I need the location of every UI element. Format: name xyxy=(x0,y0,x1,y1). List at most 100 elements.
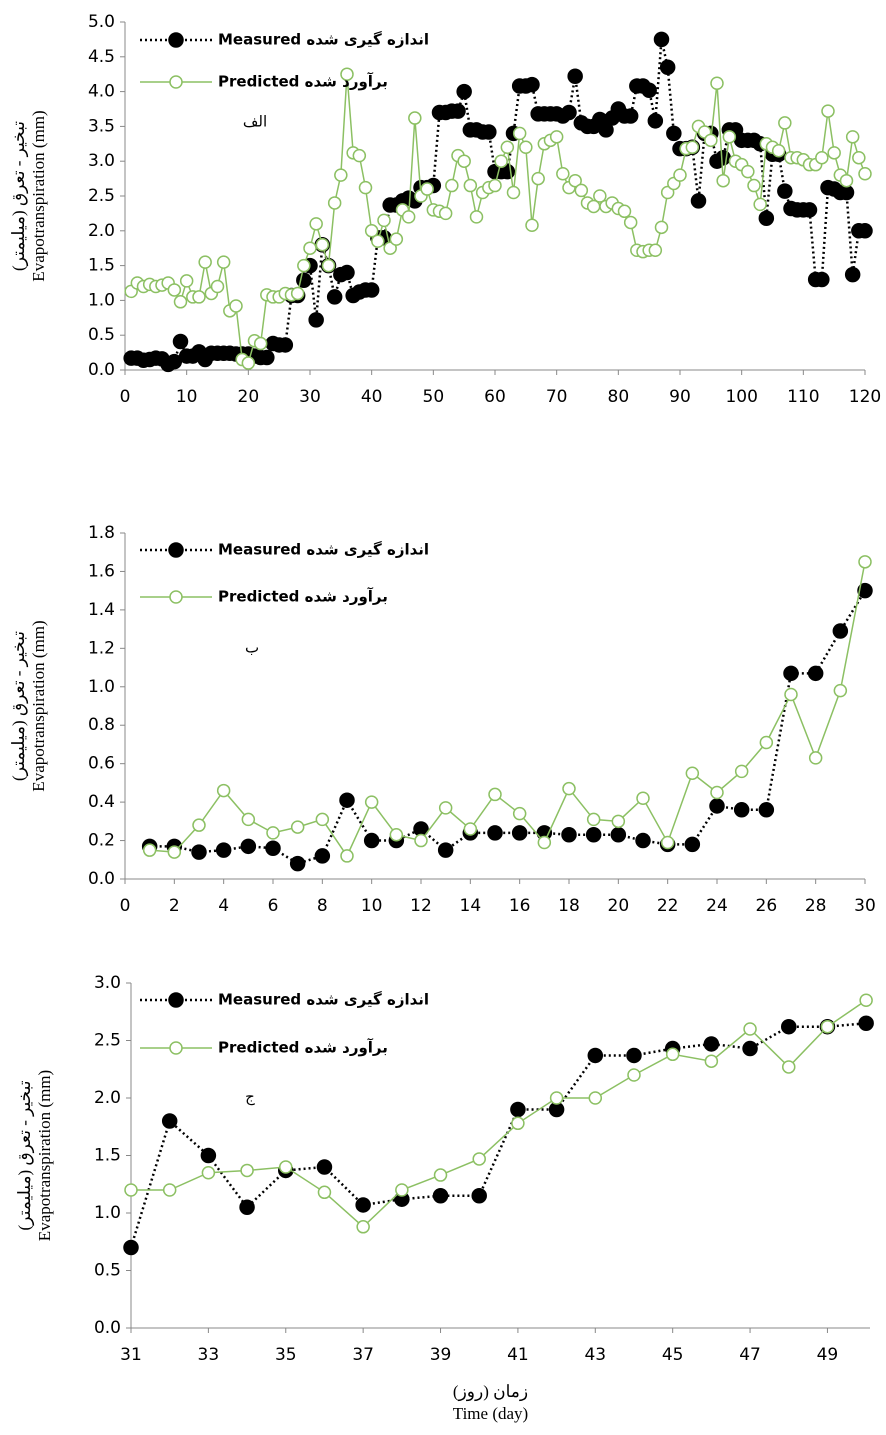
data-point xyxy=(432,1188,449,1204)
data-point xyxy=(781,1060,796,1074)
data-point xyxy=(844,266,861,283)
data-point xyxy=(339,264,355,281)
data-point xyxy=(715,149,731,166)
data-point xyxy=(239,1199,255,1215)
data-point xyxy=(839,173,854,188)
data-point xyxy=(561,827,577,843)
data-point xyxy=(364,224,379,238)
data-point xyxy=(690,193,707,209)
y-axis-label: Evapotranspiration (mm) xyxy=(29,110,48,281)
data-point xyxy=(852,150,866,165)
x-tick-label: 24 xyxy=(706,896,728,916)
data-point xyxy=(556,166,570,181)
data-point xyxy=(192,290,206,304)
data-point xyxy=(704,133,718,148)
data-point xyxy=(626,1047,642,1064)
data-point xyxy=(457,154,471,168)
series-line xyxy=(149,561,866,858)
data-point xyxy=(356,1220,370,1234)
legend-marker xyxy=(169,590,183,604)
legend-label: Measured اندازه گیری شده xyxy=(218,31,429,49)
data-point xyxy=(734,764,749,779)
x-tick-label: 12 xyxy=(410,896,432,916)
x-tick-label: 30 xyxy=(854,896,876,916)
data-point xyxy=(771,144,786,158)
x-tick-label: 8 xyxy=(317,896,328,916)
data-point xyxy=(191,844,207,860)
data-point xyxy=(124,1183,138,1197)
data-point xyxy=(511,825,528,841)
data-point xyxy=(414,833,428,848)
data-point xyxy=(586,812,601,827)
legend-marker xyxy=(168,32,184,48)
legend-label: Measured اندازه گیری شده xyxy=(218,991,429,1009)
data-point xyxy=(512,126,527,141)
data-point xyxy=(364,795,379,809)
data-point xyxy=(525,218,539,232)
data-point xyxy=(289,855,306,872)
data-point xyxy=(315,237,330,252)
x-tick-label: 31 xyxy=(120,1345,142,1365)
y-axis-label: Evapotranspiration (mm) xyxy=(29,620,48,791)
x-tick-label: 43 xyxy=(584,1345,606,1365)
data-point xyxy=(610,827,627,843)
annotation: ب xyxy=(245,639,259,657)
data-point xyxy=(463,822,478,836)
y-tick-label: 1.6 xyxy=(88,561,115,581)
data-point xyxy=(758,210,775,227)
data-point xyxy=(161,1113,178,1129)
data-point xyxy=(845,130,860,144)
y-tick-label: 2.0 xyxy=(88,221,115,241)
data-point xyxy=(277,337,294,353)
data-point xyxy=(216,255,231,269)
data-point xyxy=(636,791,650,806)
data-point xyxy=(710,76,724,90)
data-point xyxy=(743,1022,757,1036)
data-point xyxy=(253,336,268,351)
data-point xyxy=(142,843,157,857)
data-point xyxy=(647,113,664,129)
legend-marker xyxy=(168,992,184,1008)
data-point xyxy=(420,182,434,196)
series-line xyxy=(131,999,867,1228)
data-point xyxy=(401,210,416,224)
data-point xyxy=(216,783,231,798)
data-point xyxy=(371,234,385,248)
legend-marker xyxy=(169,1041,183,1055)
y-tick-label: 1.2 xyxy=(88,638,115,658)
data-point xyxy=(777,183,793,199)
annotation: الف xyxy=(243,113,267,131)
y-tick-label: 2.0 xyxy=(94,1088,121,1108)
data-point xyxy=(266,826,280,840)
data-point xyxy=(859,993,873,1007)
data-point xyxy=(585,827,602,843)
x-tick-label: 4 xyxy=(218,896,229,916)
x-tick-label: 47 xyxy=(739,1345,761,1365)
y-axis-label: تبخیر - تعرق (میلیمتر) xyxy=(15,1080,35,1230)
data-point xyxy=(456,83,472,100)
data-point xyxy=(759,735,774,750)
data-point xyxy=(167,845,182,859)
data-point xyxy=(297,258,311,273)
data-point xyxy=(511,1116,525,1131)
data-point xyxy=(524,76,540,93)
y-tick-label: 1.4 xyxy=(88,600,115,620)
y-tick-label: 0.0 xyxy=(94,1318,121,1338)
data-point xyxy=(340,849,354,863)
data-point xyxy=(123,1239,139,1256)
data-point xyxy=(641,82,657,98)
series-line xyxy=(129,1022,867,1248)
data-point xyxy=(487,825,503,841)
data-point xyxy=(704,1054,719,1068)
data-point xyxy=(827,146,841,160)
x-tick-label: 110 xyxy=(787,387,819,407)
series-line xyxy=(130,74,866,365)
data-point xyxy=(857,223,873,239)
data-point xyxy=(660,835,675,850)
data-point xyxy=(317,1185,332,1200)
y-tick-label: 1.5 xyxy=(94,1146,121,1166)
data-point xyxy=(814,271,830,288)
data-point xyxy=(334,168,348,182)
data-point xyxy=(654,220,669,235)
x-tick-label: 90 xyxy=(669,387,691,407)
